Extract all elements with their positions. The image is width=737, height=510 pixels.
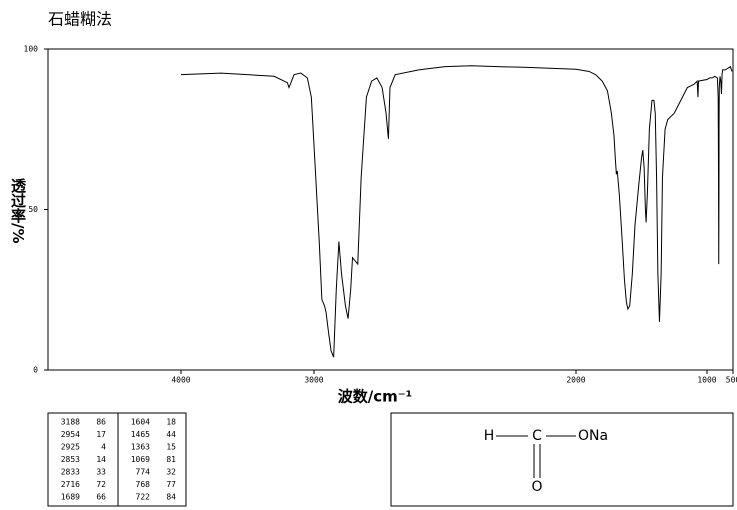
y-tick-label: 50	[28, 205, 38, 214]
peak-wavenumber: 768	[136, 480, 151, 489]
atom: ONa	[578, 428, 608, 444]
peak-transmittance: 44	[166, 430, 176, 439]
peak-wavenumber: 2716	[61, 480, 80, 489]
y-axis-label: 透过率/%	[9, 178, 27, 244]
x-axis-label: 波数/cm⁻¹	[338, 388, 413, 406]
y-tick-label: 0	[33, 366, 38, 375]
peak-transmittance: 15	[166, 443, 176, 452]
peak-transmittance: 86	[96, 418, 106, 427]
peak-wavenumber: 774	[136, 468, 151, 477]
peak-transmittance: 14	[96, 455, 106, 464]
atom: C	[532, 428, 542, 444]
peak-wavenumber: 1465	[131, 430, 150, 439]
peak-wavenumber: 3188	[61, 418, 80, 427]
peak-wavenumber: 2853	[61, 455, 80, 464]
peak-wavenumber: 1604	[131, 418, 150, 427]
peak-transmittance: 72	[96, 480, 106, 489]
peak-wavenumber: 1689	[61, 493, 80, 502]
peak-wavenumber: 2954	[61, 430, 80, 439]
x-tick-label: 3000	[304, 376, 323, 385]
chart-title: 石蜡糊法	[48, 10, 112, 29]
peak-transmittance: 77	[166, 480, 176, 489]
peak-wavenumber: 1363	[131, 443, 150, 452]
x-tick-label: 2000	[566, 376, 585, 385]
peak-transmittance: 66	[96, 493, 106, 502]
atom: H	[484, 428, 495, 444]
x-tick-label: 500	[726, 376, 737, 385]
y-tick-label: 100	[24, 45, 39, 54]
peak-wavenumber: 2833	[61, 468, 80, 477]
peak-wavenumber: 2925	[61, 443, 80, 452]
x-tick-label: 4000	[171, 376, 190, 385]
structure-frame	[390, 412, 734, 507]
peak-transmittance: 32	[166, 468, 176, 477]
peak-table-frame	[47, 412, 187, 507]
atom: O	[531, 479, 542, 495]
spectrum-line	[180, 65, 733, 358]
peak-transmittance: 4	[101, 443, 106, 452]
peak-transmittance: 33	[96, 468, 106, 477]
peak-transmittance: 18	[166, 418, 176, 427]
peak-wavenumber: 722	[136, 493, 151, 502]
peak-transmittance: 17	[96, 430, 106, 439]
peak-transmittance: 81	[166, 455, 176, 464]
x-tick-label: 1000	[697, 376, 716, 385]
peak-transmittance: 84	[166, 493, 176, 502]
peak-wavenumber: 1069	[131, 455, 150, 464]
plot-frame	[47, 48, 734, 371]
